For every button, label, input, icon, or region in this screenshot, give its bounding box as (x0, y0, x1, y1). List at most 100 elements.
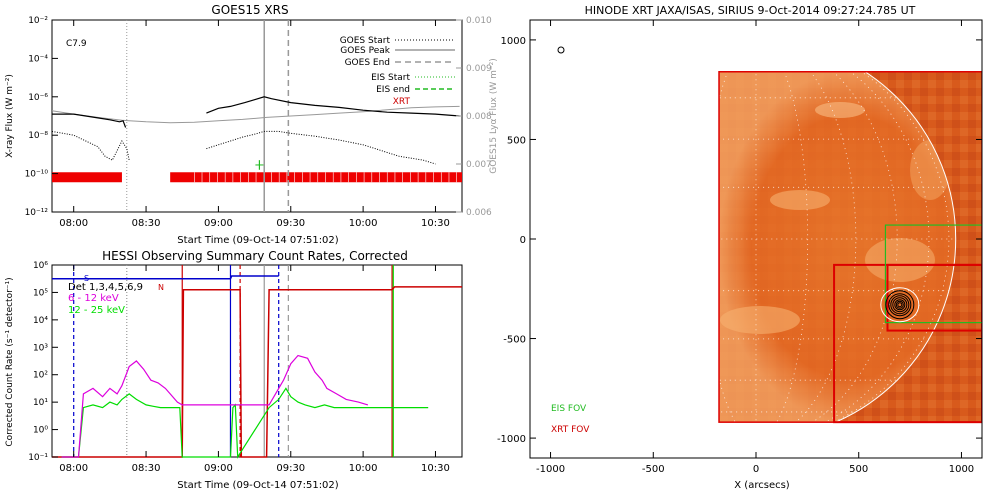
hessi-y-axis-label: Corrected Count Rate (s⁻¹ detector⁻¹) (5, 277, 15, 446)
longitude-line (614, 38, 757, 440)
hessi-legend-detectors: Det 1,3,4,5,6,9 (68, 282, 143, 293)
goes-y2-tick-label: 0.010 (466, 16, 492, 26)
flare-contour (897, 302, 903, 308)
xrt-x-tick-label: -1000 (536, 464, 565, 475)
xrt-y-tick-label: -500 (503, 335, 526, 346)
flare-contour (888, 293, 912, 317)
goes-x-tick-label: 09:00 (204, 218, 233, 229)
hessi-y-ticks: 10⁻¹ 10⁰ 10¹ 10² 10³ 10⁴ 10⁵ 10⁶ (28, 261, 58, 463)
xrt-x-tick-label: -500 (642, 464, 665, 475)
longitude-line (755, 38, 898, 440)
goes-x-tick-label: 08:00 (59, 218, 88, 229)
xrt-y-ticks: -1000 -500 0 500 1000 (497, 36, 982, 445)
goes-x-ticks: 08:00 08:30 09:00 09:30 10:00 10:30 (59, 20, 450, 229)
hessi-panel: HESSI Observing Summary Count Rates, Cor… (5, 249, 463, 491)
xrt-x-axis-label: X (arcsecs) (734, 480, 790, 491)
xrt-x-tick-label: 500 (849, 464, 868, 475)
hessi-y-tick-label: 10⁰ (33, 426, 48, 436)
goes-y2-axis-label: GOES15 Lyα Flux (W m⁻²) (489, 58, 499, 174)
hessi-x-tick-label: 08:00 (59, 463, 88, 474)
goes-series (51, 96, 460, 165)
solar-limb (555, 38, 957, 440)
xrt-image-area (555, 38, 982, 440)
flare-contour (890, 295, 910, 315)
xrt-y-tick-label: 1000 (501, 36, 526, 47)
goes-y2-tick-label: 0.007 (466, 160, 492, 170)
legend-label-eis-start: EIS Start (371, 73, 410, 83)
goes-chart-title: GOES15 XRS (211, 3, 288, 17)
goes-y-tick-label: 10⁻⁶ (28, 93, 48, 103)
goes-y-tick-label: 10⁻⁸ (28, 131, 48, 141)
hessi-decimation-line (52, 275, 279, 280)
hessi-x-tick-label: 09:00 (204, 463, 233, 474)
hessi-y-tick-label: 10⁻¹ (28, 453, 48, 463)
hessi-legend-12-25kev: 12 - 25 keV (68, 305, 125, 316)
xrt-image-title: HINODE XRT JAXA/ISAS, SIRIUS 9-Oct-2014 … (585, 4, 916, 17)
hessi-y-tick-label: 10⁵ (33, 288, 48, 298)
longitude-line (703, 38, 757, 440)
bright-region-2 (720, 306, 800, 334)
hessi-series (52, 275, 462, 459)
xrt-interval-bar (52, 172, 122, 183)
hessi-flag-s: S (84, 274, 89, 283)
flare-class-label: C7.9 (66, 39, 87, 49)
goes-y-tick-label: 10⁻² (28, 16, 48, 26)
flare-contour (894, 299, 906, 311)
legend-label-goes-start: GOES Start (340, 36, 391, 46)
flare-contour (892, 297, 908, 313)
goes-legend: GOES Start GOES Peak GOES End EIS Start … (340, 36, 455, 107)
goes-x-tick-label: 10:30 (421, 218, 450, 229)
goes-event-markers (126, 20, 290, 212)
hessi-x-tick-label: 08:30 (132, 463, 161, 474)
longitude-line (755, 38, 809, 440)
goes-y2-tick-label: 0.008 (466, 112, 492, 122)
xrt-x-tick-label: 1000 (949, 464, 974, 475)
bright-region-4 (865, 238, 935, 282)
hessi-chart-title: HESSI Observing Summary Count Rates, Cor… (102, 249, 408, 263)
legend-label-goes-end: GOES End (345, 58, 390, 68)
hessi-12-25kev-line (61, 387, 429, 459)
goes-short-channel-line (51, 130, 436, 165)
hessi-y-tick-label: 10³ (33, 343, 48, 353)
hessi-y-tick-label: 10² (33, 371, 48, 381)
goes-y2-ticks: 0.006 0.007 0.008 0.009 0.010 (456, 16, 492, 218)
goes-y-axis-label: X-ray Flux (W m⁻²) (5, 74, 15, 158)
hessi-x-tick-label: 09:30 (276, 463, 305, 474)
xrt-y-tick-label: 500 (507, 135, 526, 146)
hessi-y-tick-label: 10¹ (33, 398, 48, 408)
goes-y2-tick-label: 0.006 (466, 208, 492, 218)
xrt-interval-bar (170, 172, 463, 183)
hinode-xrt-panel: HINODE XRT JAXA/ISAS, SIRIUS 9-Oct-2014 … (497, 4, 983, 491)
hessi-legend-6-12kev: 6 - 12 keV (68, 293, 119, 304)
goes-x-tick-label: 10:00 (349, 218, 378, 229)
legend-label-xrt: XRT (393, 97, 411, 107)
bright-region-1 (770, 190, 830, 210)
goes-y-tick-label: 10⁻¹⁰ (25, 170, 49, 180)
xrt-x-ticks: -1000 -500 0 500 1000 (536, 20, 974, 475)
goes-x-axis-label: Start Time (09-Oct-14 07:51:02) (177, 235, 338, 246)
hessi-y-tick-label: 10⁴ (33, 316, 48, 326)
hessi-x-ticks: 08:00 08:30 09:00 09:30 10:00 10:30 (59, 265, 450, 474)
bright-region-3 (815, 102, 865, 118)
heliographic-grid (556, 38, 956, 440)
goes-plot-frame (51, 19, 463, 213)
goes-x-tick-label: 09:30 (276, 218, 305, 229)
hessi-event-markers (73, 265, 394, 457)
flare-contour (885, 290, 915, 320)
goes-long-channel-line (52, 96, 460, 128)
goes-y-tick-label: 10⁻¹² (25, 208, 49, 218)
flare-contours (880, 287, 920, 323)
xrt-fov-label: XRT FOV (551, 425, 590, 435)
legend-label-goes-peak: GOES Peak (340, 46, 390, 56)
legend-label-eis-end: EIS end (376, 85, 410, 95)
xrt-y-tick-label: -1000 (497, 434, 526, 445)
goes-y-tick-label: 10⁻⁴ (28, 54, 48, 64)
goes-y-ticks: 10⁻¹² 10⁻¹⁰ 10⁻⁸ 10⁻⁶ 10⁻⁴ 10⁻² (25, 16, 58, 218)
hessi-x-tick-label: 10:00 (349, 463, 378, 474)
eis-fov-label: EIS FOV (551, 404, 587, 414)
goes-xrs-panel: GOES15 XRS 08:00 08:30 09:00 09:30 10:00 10:3… (5, 3, 499, 246)
hessi-attenuator-line (52, 286, 462, 458)
goes-y2-tick-label: 0.009 (466, 64, 492, 74)
hessi-y-tick-label: 10⁶ (33, 261, 48, 271)
